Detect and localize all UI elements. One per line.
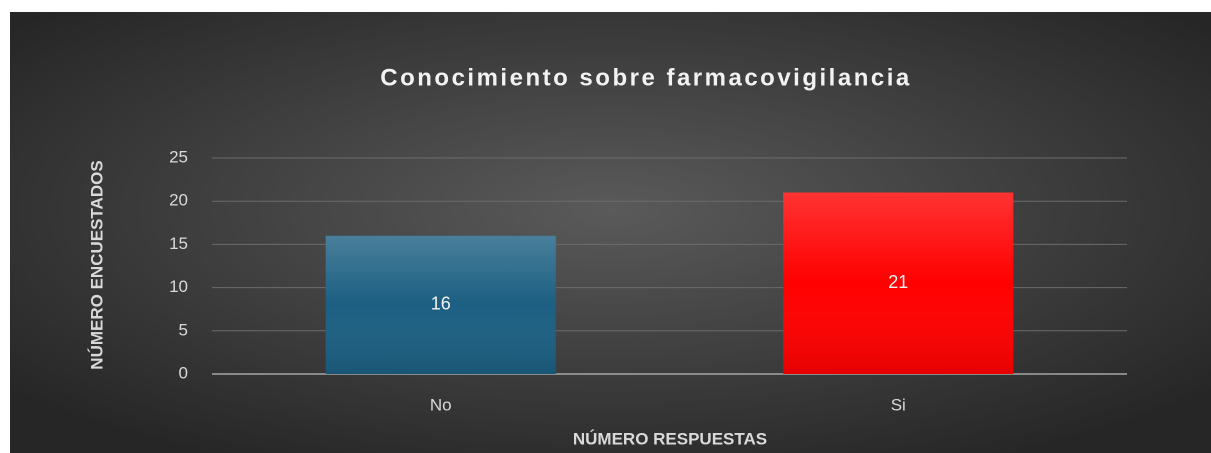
- y-axis-title: NÚMERO ENCUESTADOS: [87, 160, 106, 369]
- data-label: 21: [888, 272, 908, 292]
- y-tick-label: 5: [179, 320, 188, 339]
- y-tick-label: 10: [169, 277, 188, 296]
- chart-title: Conocimiento sobre farmacovigilancia: [380, 64, 911, 91]
- y-tick-label: 20: [169, 191, 188, 210]
- y-tick-label: 25: [169, 147, 188, 166]
- x-tick-label: No: [430, 395, 452, 414]
- x-axis-title: NÚMERO RESPUESTAS: [573, 429, 767, 448]
- y-tick-label: 0: [179, 363, 188, 382]
- data-label: 16: [431, 294, 451, 314]
- x-tick-label: Si: [891, 395, 906, 414]
- y-tick-label: 15: [169, 234, 188, 253]
